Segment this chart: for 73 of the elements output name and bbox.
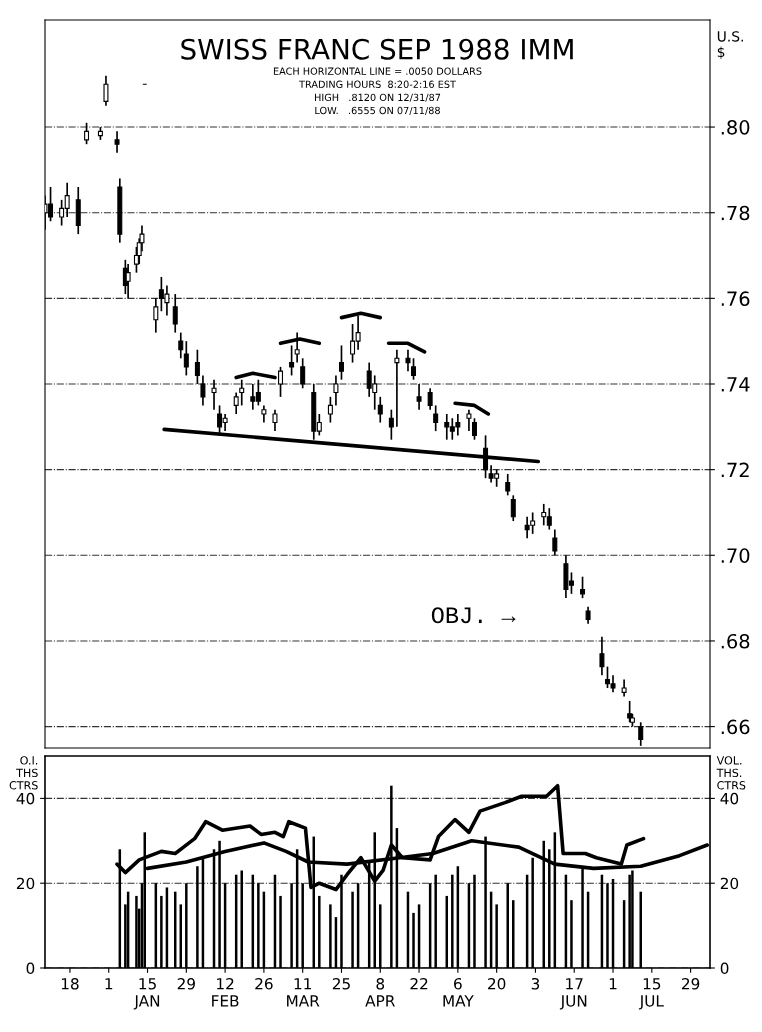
- candlestick: [103, 74, 109, 107]
- y-tick-label: .72: [721, 462, 749, 478]
- y-tick-label: .66: [721, 719, 750, 735]
- candlestick: [153, 297, 159, 334]
- y-tick-label: .80: [721, 120, 750, 135]
- y-tick-label: .70: [721, 548, 750, 563]
- y-tick-label: 20: [16, 877, 35, 890]
- annotation: LOW. .6555 ON 07/11/88: [315, 106, 440, 115]
- candlestick: [289, 344, 295, 377]
- candlestick: [416, 383, 422, 411]
- y-axis-title: U.S. $: [717, 31, 743, 60]
- y-tick-label: .78: [721, 205, 750, 221]
- annotation: OBJ. →: [431, 607, 516, 624]
- candlestick: [471, 417, 477, 441]
- candlestick: [327, 396, 333, 424]
- candlestick: [338, 344, 344, 381]
- candlestick: [48, 186, 54, 223]
- candlestick: [183, 340, 189, 377]
- x-tick-label: 29: [177, 977, 195, 990]
- candlestick: [272, 408, 278, 432]
- x-tick-label: 25: [332, 977, 350, 990]
- candlestick: [377, 396, 383, 424]
- candlestick: [200, 374, 206, 407]
- candlestick: [599, 635, 605, 677]
- candlestick: [172, 293, 178, 334]
- y2-axis-title: VOL. THS. CTRS: [716, 756, 746, 790]
- candlestick: [388, 408, 394, 441]
- x-tick-label: 17 JUN: [559, 978, 587, 1010]
- x-tick-label: 11 MAR: [287, 978, 320, 1007]
- candlestick: [300, 357, 306, 390]
- candlestick: [627, 700, 633, 724]
- y-tick-label: .74: [721, 377, 750, 392]
- candlestick: [505, 473, 511, 497]
- y-tick-label: 40: [16, 792, 35, 805]
- candlestick: [114, 130, 120, 154]
- x-tick-label: 15 JAN: [133, 978, 160, 1010]
- candlestick: [125, 263, 131, 300]
- candlestick: [427, 387, 433, 411]
- x-tick-label: 6 MAY: [443, 977, 474, 1007]
- candlestick: [580, 575, 586, 599]
- candlestick: [510, 494, 516, 522]
- candlestick: [239, 378, 245, 407]
- candlestick: [194, 348, 200, 385]
- candlestick: [405, 348, 411, 372]
- candlestick: [84, 121, 90, 146]
- x-tick-label: 1: [105, 978, 113, 990]
- x-tick-label: 15 JUL: [638, 978, 664, 1010]
- candlestick: [333, 374, 339, 407]
- candlestick: [411, 357, 417, 381]
- x-tick-label: 26: [255, 977, 273, 990]
- y-axis-title: O.I. THS CTRS: [9, 756, 38, 790]
- y-tick-label: .68: [721, 633, 750, 649]
- candlestick: [233, 391, 239, 415]
- annotation: HIGH .8120 ON 12/31/87: [315, 93, 441, 102]
- x-tick-label: 22: [410, 977, 428, 990]
- x-tick-label: 8 APR: [365, 977, 395, 1007]
- y-tick-label: .76: [721, 291, 750, 307]
- candlestick: [394, 348, 400, 428]
- text: SWISS FRANC SEP 1988 IMM: [181, 38, 573, 60]
- candlestick: [552, 528, 558, 557]
- x-tick-label: 29: [682, 977, 700, 990]
- candlestick: [211, 378, 217, 411]
- x-tick-label: 20: [488, 977, 506, 990]
- candlestick: [433, 404, 439, 432]
- x-tick-label: 3: [531, 977, 540, 990]
- text: EACH HORIZONTAL LINE = .0050 DOLLARS: [273, 67, 482, 75]
- candlestick: [466, 408, 472, 432]
- annotation: TRADING HOURS 8:20-2:16 EST: [299, 80, 456, 88]
- x-tick-label: 12 FEB: [212, 977, 239, 1007]
- y-tick-label: 0: [26, 962, 35, 975]
- x-tick-label: 1: [609, 978, 617, 990]
- candlestick: [178, 331, 184, 360]
- x-tick-label: 18: [61, 977, 79, 990]
